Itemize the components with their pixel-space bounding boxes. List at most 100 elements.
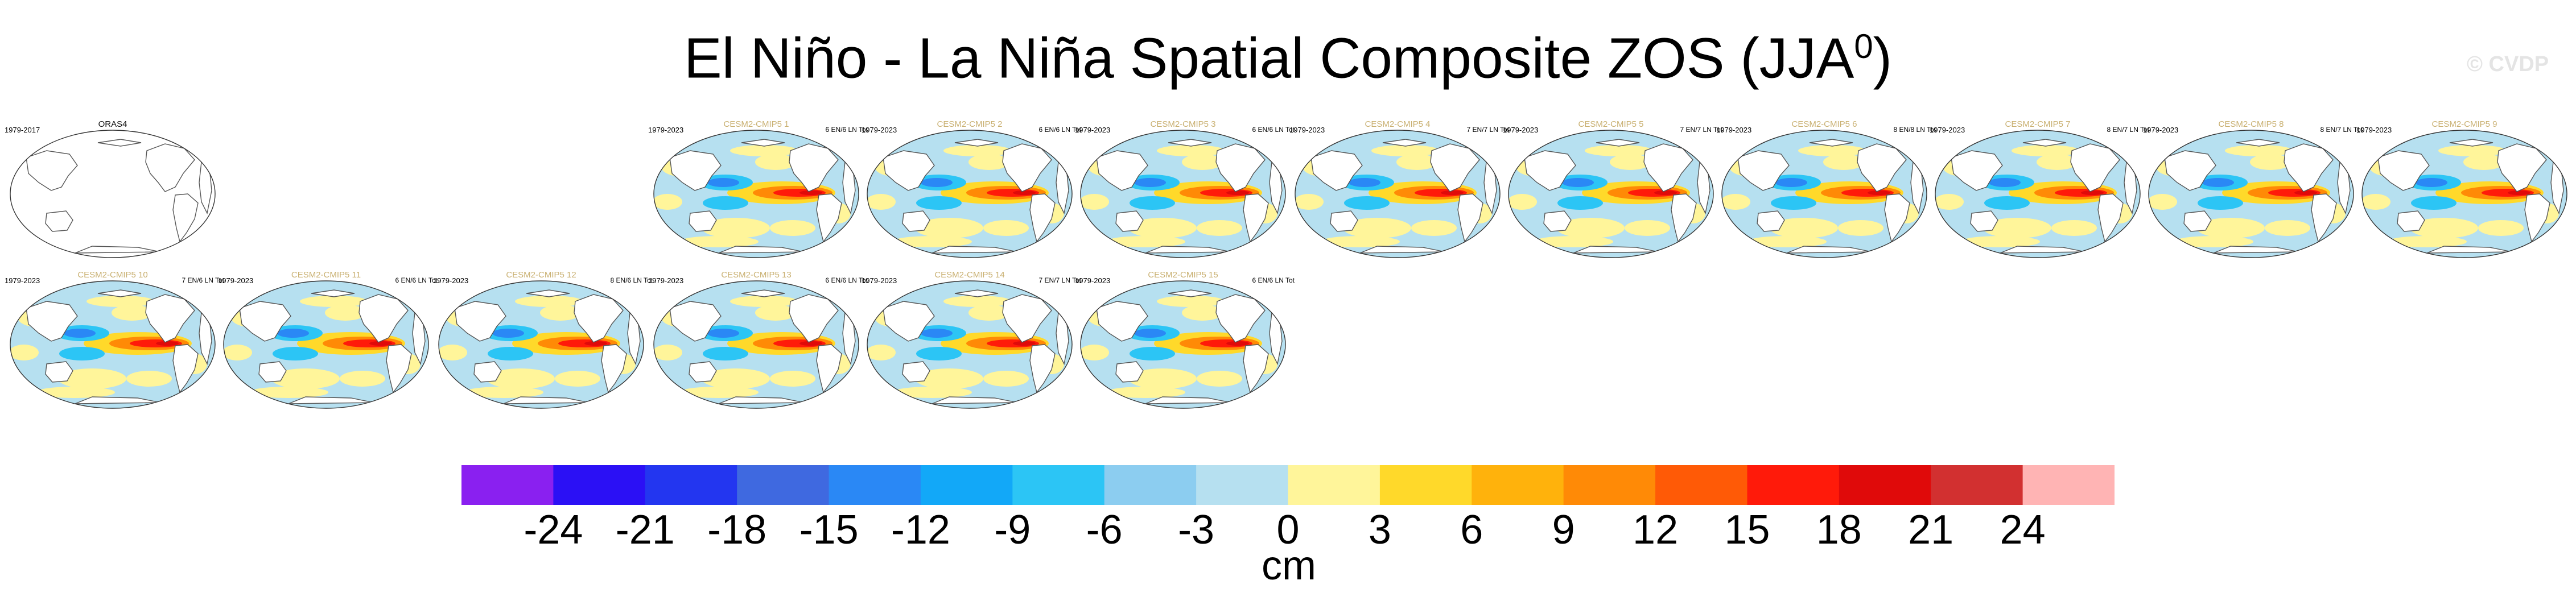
panel-event-counts: 6 EN/6 LN Tot [825, 276, 868, 284]
robinson-map [1508, 130, 1714, 258]
colorbar-tick-label: -12 [891, 507, 950, 553]
colorbar-swatch [1472, 465, 1564, 505]
colorbar-units: cm [1262, 543, 1316, 588]
colorbar-tick-label: 3 [1368, 507, 1391, 553]
colorbar-swatch [553, 465, 646, 505]
panel-event-counts: 6 EN/6 LN Tot [1038, 126, 1081, 134]
panel-period: 1979-2023 [1075, 276, 1111, 285]
panel-title: CESM2-CMIP5 2 [937, 119, 1003, 129]
map-panel-model: CESM2-CMIP5 6 1979-2023 8 EN/8 LN Tot [1716, 120, 1936, 260]
robinson-map [223, 280, 429, 409]
map-panel-model: CESM2-CMIP5 9 1979-2023 [2356, 120, 2570, 260]
panel-title: CESM2-CMIP5 3 [1150, 119, 1216, 129]
map-panel-model: CESM2-CMIP5 8 1979-2023 8 EN/7 LN Tot [2143, 120, 2363, 260]
robinson-map [1295, 130, 1501, 258]
map-panel-obs: ORAS4 1979-2017 [5, 120, 219, 260]
colorbar-swatch [1379, 465, 1472, 505]
colorbar-tick-label: 0 [1276, 507, 1300, 553]
panel-period: 1979-2023 [1075, 126, 1111, 134]
map-panel-model: CESM2-CMIP5 1 1979-2023 6 EN/6 LN Tot [648, 120, 868, 260]
colorbar-swatch [2022, 465, 2115, 505]
colorbar-swatch [1196, 465, 1289, 505]
panel-period: 1979-2023 [2143, 126, 2179, 134]
panel-title: CESM2-CMIP5 4 [1365, 119, 1431, 129]
panel-event-counts: 8 EN/7 LN Tot [2320, 126, 2363, 134]
panel-period: 1979-2023 [1503, 126, 1539, 134]
colorbar-tick-label: 15 [1724, 507, 1770, 553]
colorbar-swatch [829, 465, 921, 505]
colorbar-swatch [1288, 465, 1380, 505]
panel-title: ORAS4 [98, 119, 127, 129]
map-panel-model: CESM2-CMIP5 10 1979-2023 7 EN/6 LN Tot [5, 271, 224, 411]
colorbar-tick-label: -24 [524, 507, 583, 553]
panel-period: 1979-2023 [1716, 126, 1752, 134]
colorbar-swatch [737, 465, 830, 505]
colorbar-tick-label: 6 [1460, 507, 1483, 553]
cvdp-watermark: © CVDP [2467, 52, 2549, 76]
colorbar-tick-label: 9 [1552, 507, 1575, 553]
map-panel-model: CESM2-CMIP5 15 1979-2023 6 EN/6 LN Tot [1075, 271, 1295, 411]
map-panel-model: CESM2-CMIP5 3 1979-2023 6 EN/6 LN Tot [1075, 120, 1295, 260]
colorbar-tick-label: 12 [1633, 507, 1679, 553]
panel-title: CESM2-CMIP5 1 [723, 119, 789, 129]
panel-event-counts: 7 EN/7 LN Tot [1466, 126, 1509, 134]
map-panel-model: CESM2-CMIP5 14 1979-2023 7 EN/7 LN Tot [862, 271, 1081, 411]
panel-title: CESM2-CMIP5 5 [1578, 119, 1644, 129]
map-panel-model: CESM2-CMIP5 13 1979-2023 6 EN/6 LN Tot [648, 271, 868, 411]
panel-title: CESM2-CMIP5 11 [291, 270, 361, 280]
panel-period: 1979-2023 [218, 276, 254, 285]
panel-title: CESM2-CMIP5 10 [77, 270, 148, 280]
colorbar-tick-label: 21 [1908, 507, 1954, 553]
panel-title: CESM2-CMIP5 9 [2431, 119, 2497, 129]
panel-period: 1979-2023 [2356, 126, 2392, 134]
colorbar-tick-label: -9 [994, 507, 1031, 553]
colorbar-swatch [1563, 465, 1656, 505]
colorbar-swatch [1104, 465, 1197, 505]
panel-period: 1979-2023 [1930, 126, 1965, 134]
map-panel-model: CESM2-CMIP5 4 1979-2023 7 EN/7 LN Tot [1289, 120, 1509, 260]
colorbar-swatch [1012, 465, 1105, 505]
robinson-map [653, 130, 859, 258]
robinson-map [1721, 130, 1927, 258]
panel-period: 1979-2023 [862, 276, 897, 285]
colorbar-tick-label: -15 [799, 507, 859, 553]
panel-title: CESM2-CMIP5 6 [1791, 119, 1857, 129]
colorbar-tick-label: 24 [2000, 507, 2046, 553]
panel-event-counts: 8 EN/6 LN Tot [610, 276, 653, 284]
panel-event-counts: 6 EN/6 LN Tot [1252, 126, 1295, 134]
panel-period: 1979-2023 [433, 276, 469, 285]
robinson-map [1935, 130, 2141, 258]
robinson-map [2361, 130, 2567, 258]
map-panel-model: CESM2-CMIP5 2 1979-2023 6 EN/6 LN Tot [862, 120, 1081, 260]
colorbar-tick-label: -6 [1086, 507, 1123, 553]
robinson-map [2148, 130, 2354, 258]
panel-event-counts: 6 EN/6 LN Tot [825, 126, 868, 134]
panel-event-counts: 8 EN/8 LN Tot [1893, 126, 1936, 134]
colorbar-tick-label: 18 [1816, 507, 1862, 553]
colorbar-swatch [920, 465, 1013, 505]
map-panel-model: CESM2-CMIP5 12 1979-2023 8 EN/6 LN Tot [433, 271, 653, 411]
colorbar-swatch [1839, 465, 1931, 505]
colorbar-swatch [1747, 465, 1840, 505]
panel-title: CESM2-CMIP5 8 [2218, 119, 2284, 129]
panel-title: CESM2-CMIP5 12 [506, 270, 576, 280]
robinson-map [1080, 130, 1286, 258]
colorbar-tick-label: -18 [707, 507, 767, 553]
map-panel-model: CESM2-CMIP5 7 1979-2023 8 EN/7 LN Tot [1930, 120, 2149, 260]
colorbar [461, 465, 2115, 505]
robinson-map [10, 130, 216, 258]
panel-event-counts: 6 EN/6 LN Tot [1252, 276, 1295, 284]
map-panel-model: CESM2-CMIP5 11 1979-2023 6 EN/6 LN Tot [218, 271, 438, 411]
colorbar-swatch [645, 465, 737, 505]
panel-event-counts: 7 EN/7 LN Tot [1038, 276, 1081, 284]
robinson-map [438, 280, 644, 409]
colorbar-tick-label: -21 [615, 507, 675, 553]
panel-event-counts: 7 EN/7 LN Tot [1680, 126, 1722, 134]
panel-title: CESM2-CMIP5 13 [721, 270, 792, 280]
colorbar-tick-label: -3 [1178, 507, 1215, 553]
colorbar-swatch [1931, 465, 2023, 505]
robinson-map [653, 280, 859, 409]
map-panel-model: CESM2-CMIP5 5 1979-2023 7 EN/7 LN Tot [1503, 120, 1722, 260]
robinson-map [867, 130, 1073, 258]
panel-event-counts: 6 EN/6 LN Tot [395, 276, 438, 284]
